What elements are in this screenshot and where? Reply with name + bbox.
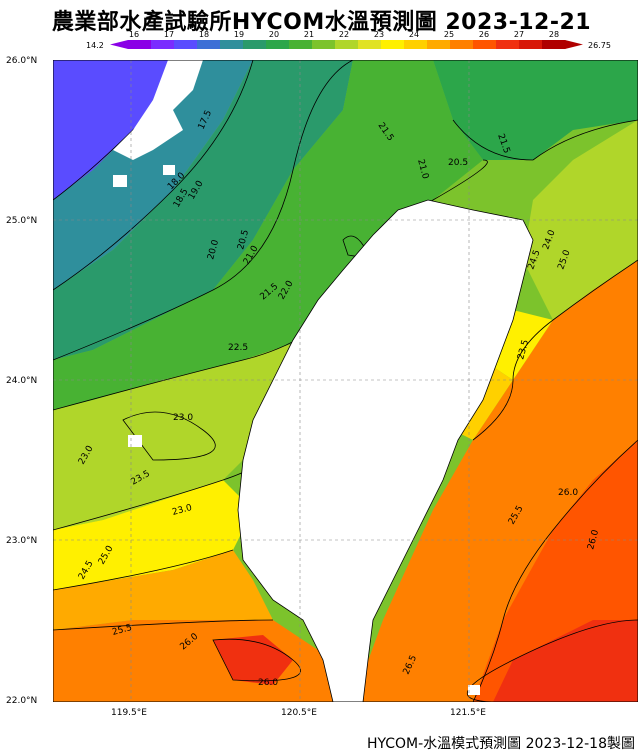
colorbar-swatch [128,40,152,49]
colorbar-tick-label: 23 [374,30,384,39]
lat-label-23n: 23.0°N [6,536,38,546]
colorbar-swatch [496,40,520,49]
colorbar-swatch [450,40,474,49]
colorbar-tick-label: 17 [164,30,174,39]
taiwan-island [237,199,534,702]
lon-label-120-5e: 120.5°E [281,708,317,718]
colorbar-swatch [542,40,566,49]
contour-label: 26.0 [258,678,278,688]
contour-label: 26.0 [558,488,578,498]
colorbar-tick-label: 16 [129,30,139,39]
colorbar-max-label: 26.75 [588,41,611,50]
lat-label-26n: 26.0°N [6,56,38,66]
contour-label: 20.5 [448,158,468,168]
colorbar-swatch [220,40,244,49]
colorbar-swatch [312,40,336,49]
colorbar-swatch [289,40,313,49]
china-coast [113,60,203,160]
colorbar-tick-label: 18 [199,30,209,39]
colorbar-tick-label: 26 [479,30,489,39]
lat-label-24n: 24.0°N [6,376,38,386]
colorbar-tick-label: 25 [444,30,454,39]
colorbar-swatch [427,40,451,49]
colorbar-swatch [381,40,405,49]
colorbar-tick-label: 22 [339,30,349,39]
footer-note: HYCOM-水溫模式預測圖 2023-12-18製圖 [366,736,635,752]
colorbar-min-arrow [110,40,128,49]
colorbar-swatch [519,40,543,49]
colorbar-swatch [335,40,359,49]
colorbar-max-arrow [565,40,583,49]
colorbar-swatch [473,40,497,49]
colorbar-swatch [404,40,428,49]
sea-temperature-map: 17.518.018.519.020.0 20.521.021.522.021.5… [53,60,638,702]
colorbar-tick-label: 28 [549,30,559,39]
lon-label-121-5e: 121.5°E [450,708,486,718]
colorbar-swatch [151,40,175,49]
colorbar-swatch [243,40,267,49]
colorbar-tick-label: 21 [304,30,314,39]
colorbar-tick-label: 27 [514,30,524,39]
lon-label-119-5e: 119.5°E [111,708,147,718]
color-scale-bar: 16 17 18 19 20 21 22 23 24 25 26 27 28 14.2 26.75 [86,30,611,50]
map-title: 農業部水產試驗所HYCOM水溫預測圖 2023-12-21 [51,10,592,35]
colorbar-tick-label: 24 [409,30,419,39]
lat-label-22n: 22.0°N [6,696,38,706]
colorbar-tick-label: 20 [269,30,279,39]
colorbar-swatch [358,40,382,49]
colorbar-swatch [197,40,221,49]
lat-label-25n: 25.0°N [6,216,38,226]
colorbar-tick-label: 19 [234,30,244,39]
zone-warm-southeast [493,620,638,702]
contour-label: 22.5 [228,343,248,353]
colorbar-min-label: 14.2 [86,41,104,50]
zone-cold-northwest [53,60,173,200]
colorbar-swatch [266,40,290,49]
colorbar-swatch [174,40,198,49]
contour-label: 23.0 [173,413,193,423]
